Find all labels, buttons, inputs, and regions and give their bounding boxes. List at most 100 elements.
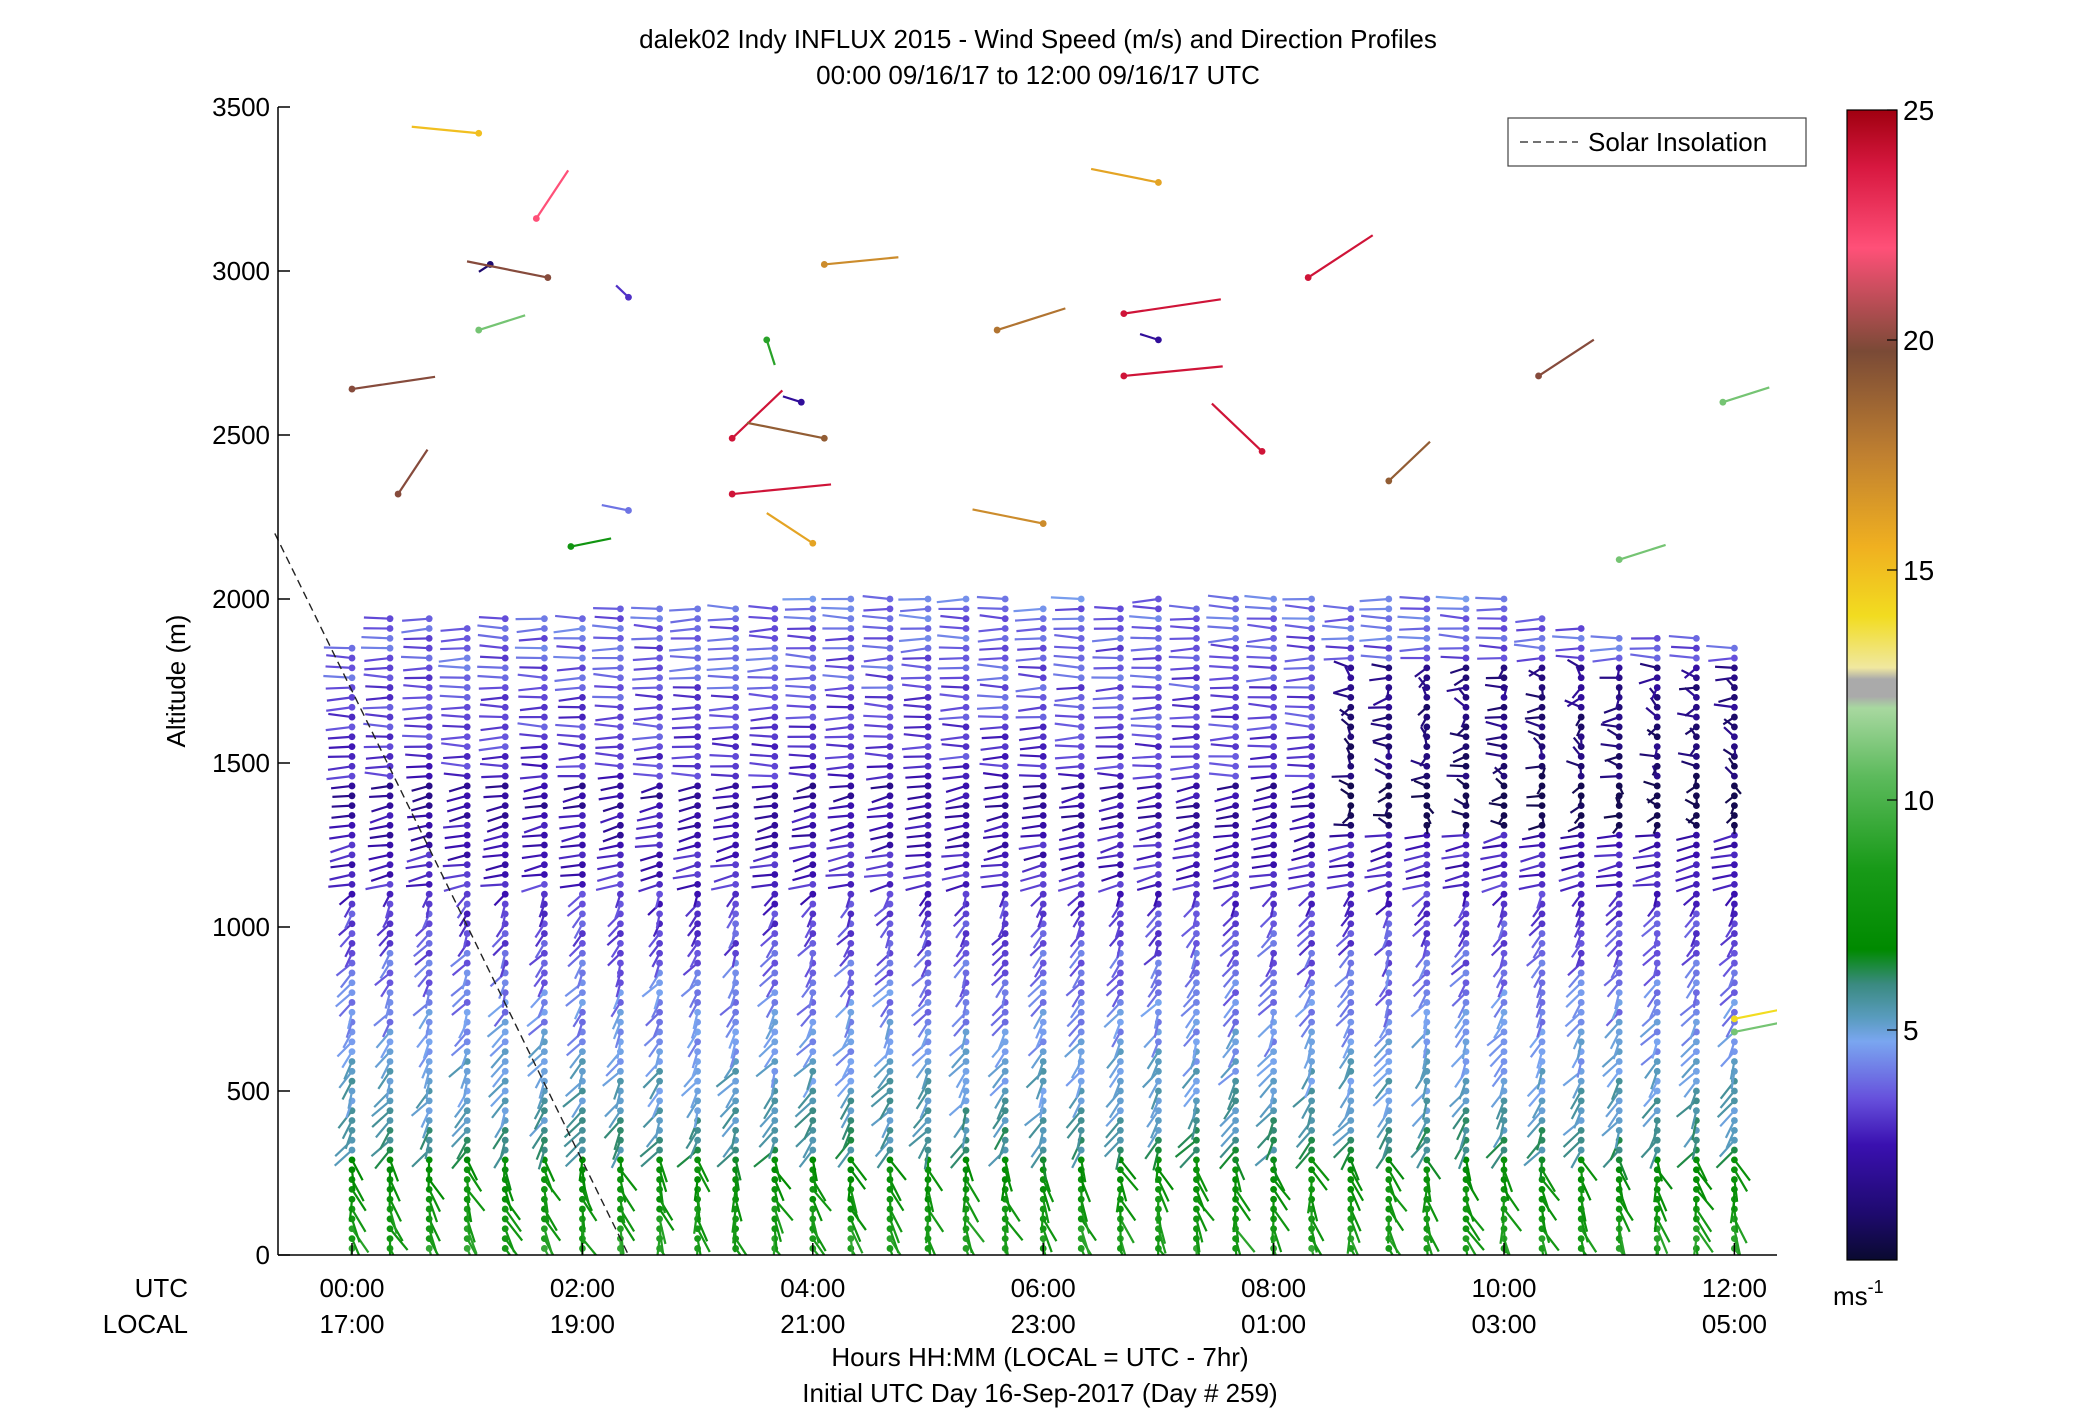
wind-barb-point [732, 1117, 740, 1124]
wind-barb-shaft [563, 1129, 584, 1148]
wind-barb-point [1308, 861, 1316, 869]
wind-barb-point [463, 733, 471, 741]
wind-barb-point [809, 861, 817, 869]
wind-barb-point [1039, 605, 1047, 613]
wind-barb-point [1308, 1097, 1316, 1105]
wind-barb-shaft [1291, 784, 1312, 794]
wind-barb-point [847, 723, 855, 731]
wind-barb-point [1077, 812, 1085, 819]
wind-barb-shaft [926, 1199, 932, 1222]
wind-barb-point [694, 930, 701, 937]
wind-barb-point [425, 920, 433, 928]
wind-barb-shaft [1710, 853, 1735, 859]
wind-barb-shaft [865, 775, 891, 781]
wind-barb-point [1385, 1087, 1393, 1095]
wind-barb-point [617, 949, 624, 957]
wind-barb-shaft [977, 663, 1006, 669]
wind-barb-shaft [1098, 863, 1121, 869]
wind-barb-point [579, 1058, 586, 1065]
wind-barb-shaft [486, 1021, 506, 1038]
wind-barb-shaft [1246, 676, 1274, 683]
wind-barb-point [809, 1195, 817, 1203]
wind-barb-shaft [1451, 1100, 1467, 1118]
wind-barb-point [1462, 802, 1470, 810]
wind-barb-point [579, 634, 586, 642]
wind-barb-point [1347, 743, 1355, 750]
wind-barb-point [1385, 772, 1393, 780]
wind-barb-point [771, 930, 779, 937]
wind-barb-point [1193, 782, 1200, 790]
wind-barb-point [1308, 654, 1316, 662]
wind-barb-shaft [450, 952, 468, 968]
wind-barb-shaft [981, 883, 1006, 889]
wind-barb-shaft [323, 646, 353, 650]
wind-barb-shaft [1133, 706, 1159, 712]
wind-barb-point [924, 1038, 932, 1046]
wind-barb-point [1155, 762, 1162, 770]
wind-barb-shaft [564, 1149, 584, 1168]
wind-barb-shaft [826, 765, 851, 771]
wind-barb-point [1692, 949, 1700, 957]
wind-barb-point [886, 1018, 894, 1026]
wind-barb-shaft [1223, 1100, 1237, 1120]
wind-barb-point [847, 654, 855, 662]
wind-barb-point [617, 851, 624, 859]
wind-barb-shaft [1502, 1169, 1514, 1193]
wind-barb-shaft [1425, 1159, 1442, 1180]
wind-barb-point [1116, 969, 1124, 977]
wind-barb-point [924, 831, 932, 839]
wind-barb-shaft [1249, 735, 1274, 740]
wind-barb-point [348, 1087, 356, 1095]
wind-barb-point [1385, 920, 1393, 928]
wind-barb-point [847, 1117, 855, 1124]
wind-barb-point [886, 1107, 894, 1115]
wind-barb-point [1462, 792, 1470, 800]
wind-barb-shaft [1000, 1179, 1007, 1201]
wind-barb-point [771, 959, 779, 967]
wind-barb-point [1155, 1195, 1162, 1203]
wind-barb-point [501, 772, 509, 780]
wind-barb-point [1001, 743, 1009, 750]
wind-barb-shaft [789, 765, 813, 770]
wind-barb-shaft [1130, 636, 1159, 640]
wind-barb-point [1077, 743, 1085, 750]
wind-barb-point [1155, 703, 1162, 711]
wind-barb-point [1308, 1087, 1316, 1095]
wind-barb-point [1077, 940, 1085, 947]
wind-barb-point [656, 723, 663, 731]
wind-barb-aloft-point [625, 507, 632, 514]
wind-barb-point [694, 654, 701, 662]
wind-barb-point [1270, 762, 1277, 770]
wind-barb-aloft-point [993, 326, 1001, 334]
wind-barb-point [1308, 802, 1316, 810]
wind-barb-point [847, 802, 855, 810]
wind-barb-point [386, 644, 394, 652]
wind-barb-point [1193, 1087, 1200, 1095]
wind-barb-point [1500, 654, 1508, 662]
wind-barb-shaft [480, 725, 506, 732]
wind-barb-shaft [1635, 863, 1658, 870]
wind-barb-point [1692, 900, 1700, 908]
wind-barb-point [425, 880, 433, 888]
wind-barb-shaft [1733, 1169, 1749, 1193]
wind-barb-point [694, 1077, 701, 1085]
wind-barb-point [1538, 634, 1546, 642]
wind-barb-shaft [751, 883, 775, 889]
wind-barb-shaft [827, 773, 851, 778]
wind-barb-shaft [1179, 1149, 1198, 1169]
wind-barb-point [1232, 989, 1239, 996]
wind-barb-point [1347, 880, 1355, 888]
wind-barb-point [1308, 969, 1316, 977]
wind-barb-point [540, 615, 548, 623]
wind-barb-shaft [1410, 1139, 1428, 1159]
wind-barb-point [617, 1156, 624, 1164]
wind-barb-point [617, 723, 624, 731]
wind-barb-point [1500, 821, 1508, 829]
wind-barb-shaft [1564, 1011, 1582, 1028]
wind-barb-point [501, 802, 509, 810]
wind-barb-point [348, 694, 356, 701]
wind-barb-shaft [696, 1189, 701, 1214]
wind-barb-shaft [1295, 1149, 1313, 1170]
wind-barb-shaft [1695, 1248, 1699, 1255]
